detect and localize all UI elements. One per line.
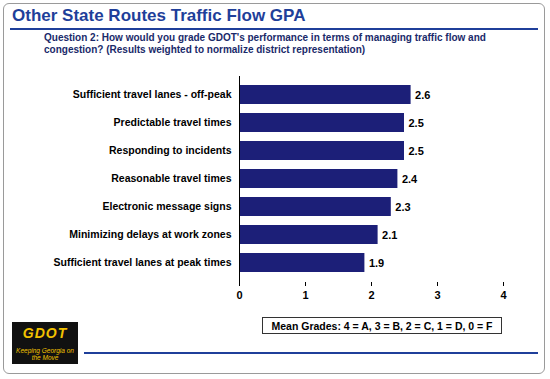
svg-text:Minimizing delays at work zone: Minimizing delays at work zones	[69, 228, 231, 240]
svg-text:2.1: 2.1	[382, 229, 397, 241]
svg-text:Sufficient travel lanes - off-: Sufficient travel lanes - off-peak	[73, 88, 232, 100]
svg-text:4: 4	[500, 289, 507, 301]
svg-text:1: 1	[302, 289, 308, 301]
svg-text:2.6: 2.6	[415, 89, 430, 101]
svg-text:Predictable travel times: Predictable travel times	[114, 116, 232, 128]
svg-text:Responding to incidents: Responding to incidents	[109, 144, 232, 156]
svg-text:Electronic message signs: Electronic message signs	[103, 200, 232, 212]
html-text:Keeping Georgia on the Move: Keeping Georgia on the Move	[16, 347, 74, 361]
html-text:Other State Routes Traffic Flo: Other State Routes Traffic Flow GPA	[12, 6, 306, 25]
svg-text:3: 3	[434, 289, 440, 301]
svg-text:Sufficient travel lanes at pea: Sufficient travel lanes at peak times	[54, 256, 232, 268]
svg-text:2.5: 2.5	[409, 145, 424, 157]
svg-text:0: 0	[236, 289, 242, 301]
html-text:Mean Grades: 4 = A, 3 = B, 2 =: Mean Grades: 4 = A, 3 = B, 2 = C, 1 = D,…	[271, 320, 493, 332]
svg-text:2: 2	[368, 289, 374, 301]
html-text:GDOT: GDOT	[22, 325, 68, 341]
html-text:Question 2: How would you grad: Question 2: How would you grade GDOT's p…	[44, 32, 486, 55]
svg-text:2.5: 2.5	[409, 117, 424, 129]
svg-text:2.3: 2.3	[395, 201, 410, 213]
svg-text:1.9: 1.9	[369, 257, 384, 269]
svg-text:Reasonable travel times: Reasonable travel times	[111, 172, 231, 184]
svg-text:2.4: 2.4	[402, 173, 418, 185]
